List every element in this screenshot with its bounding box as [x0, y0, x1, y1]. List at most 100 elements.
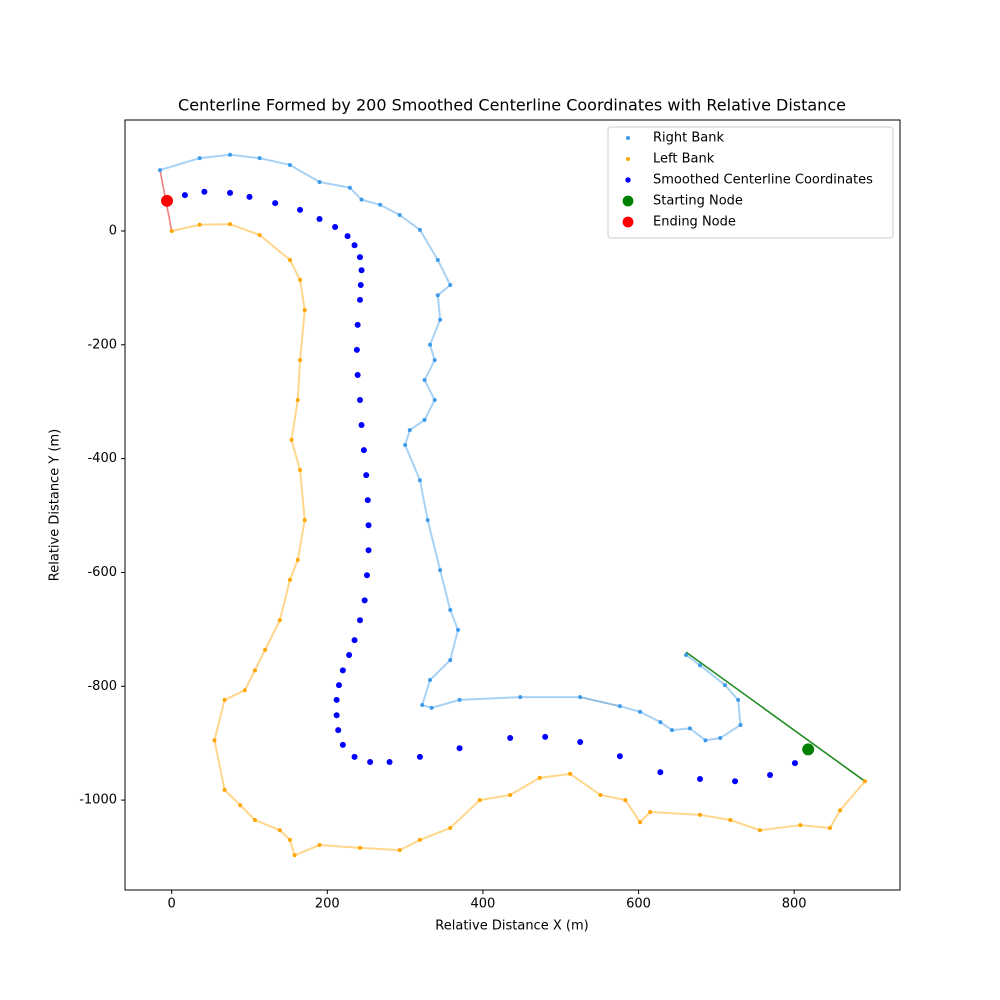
point: [598, 792, 603, 797]
point: [386, 758, 393, 765]
point: [732, 778, 739, 785]
point: [397, 848, 402, 853]
point: [302, 308, 307, 313]
point: [228, 222, 233, 227]
point: [287, 837, 292, 842]
point: [277, 828, 282, 833]
point: [181, 192, 188, 199]
point: [658, 720, 663, 725]
point: [722, 683, 727, 688]
point: [295, 398, 300, 402]
point: [339, 741, 346, 748]
point: [429, 705, 434, 710]
point: [357, 282, 364, 289]
legend-marker: [622, 195, 634, 207]
point: [767, 772, 774, 779]
point: [508, 792, 513, 797]
point: [698, 663, 703, 668]
point: [364, 497, 371, 504]
y-tick-label: -600: [87, 565, 117, 580]
point: [222, 697, 227, 702]
point: [578, 695, 583, 700]
point: [287, 577, 292, 582]
point: [363, 572, 370, 579]
point: [358, 422, 365, 429]
chart-title: Centerline Formed by 200 Smoothed Center…: [178, 96, 846, 115]
point: [367, 758, 374, 765]
point: [435, 293, 440, 298]
point: [317, 180, 322, 185]
point: [344, 233, 351, 240]
point: [257, 156, 262, 161]
legend-marker: [622, 216, 634, 228]
point: [432, 398, 437, 402]
x-tick-label: 0: [168, 897, 176, 912]
point: [317, 843, 322, 848]
point: [697, 776, 704, 783]
x-tick-label: 600: [626, 897, 651, 912]
point: [456, 627, 461, 632]
point: [477, 798, 482, 803]
point: [428, 678, 433, 682]
point: [623, 798, 628, 803]
point: [432, 358, 437, 363]
point: [365, 547, 372, 554]
point: [435, 258, 440, 262]
x-tick-label: 800: [782, 897, 807, 912]
point: [698, 812, 703, 817]
point: [407, 428, 412, 433]
point: [616, 753, 623, 760]
point: [212, 738, 217, 743]
point: [333, 696, 340, 703]
point: [417, 837, 422, 842]
point: [827, 825, 832, 830]
point: [518, 695, 523, 700]
point: [687, 726, 692, 731]
point: [353, 346, 360, 353]
bank-line: [171, 223, 866, 857]
point: [351, 242, 358, 249]
point: [416, 753, 423, 760]
y-tick-label: -200: [87, 337, 117, 352]
point: [316, 216, 323, 223]
point: [169, 228, 174, 233]
point: [568, 771, 573, 776]
point: [507, 735, 514, 742]
point: [422, 378, 427, 383]
point: [728, 818, 733, 822]
point: [158, 168, 163, 173]
point: [222, 787, 227, 792]
point: [201, 188, 208, 195]
point: [228, 152, 233, 157]
point: [448, 825, 453, 830]
point: [798, 823, 803, 828]
y-axis-label: Relative Distance Y (m): [48, 429, 63, 581]
point: [356, 296, 363, 303]
point: [351, 753, 358, 760]
point: [438, 568, 443, 573]
plot-frame: [124, 119, 901, 891]
point: [648, 810, 653, 815]
point: [542, 733, 549, 740]
point: [670, 728, 675, 733]
point: [298, 358, 303, 363]
point: [862, 779, 867, 784]
point: [457, 697, 462, 702]
point: [246, 193, 253, 200]
x-tick-label: 400: [471, 897, 496, 912]
legend-label: Starting Node: [653, 194, 743, 209]
point: [703, 738, 708, 743]
point: [238, 803, 243, 808]
y-tick-label: -400: [87, 451, 117, 466]
point: [277, 618, 282, 623]
point: [356, 254, 363, 261]
point: [425, 518, 430, 523]
bank-line: [159, 153, 742, 742]
point: [617, 704, 622, 709]
point: [577, 739, 584, 746]
point: [802, 743, 815, 756]
point: [295, 557, 300, 562]
point: [289, 437, 294, 442]
point: [738, 722, 743, 727]
